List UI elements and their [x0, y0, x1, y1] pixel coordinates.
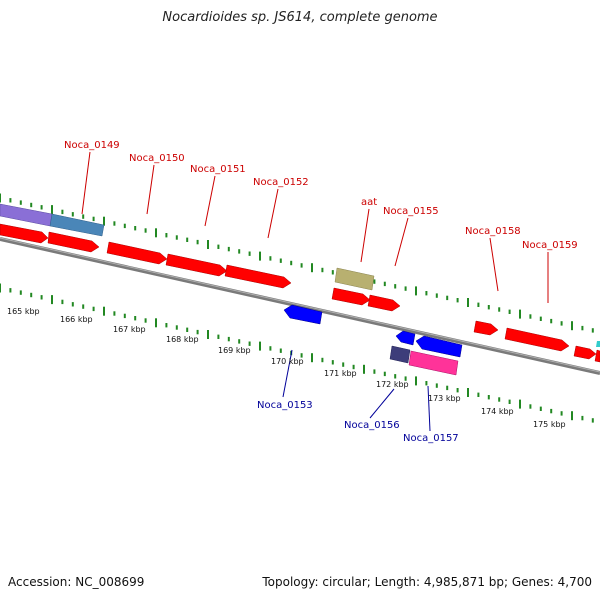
gene-feature-red[interactable] — [473, 320, 499, 336]
gene-feature-purple[interactable] — [0, 203, 53, 227]
gene-feature-olive[interactable] — [334, 267, 375, 291]
reverse-gene-label[interactable]: Noca_0156 — [344, 420, 400, 431]
kbp-label: 165 kbp — [7, 307, 40, 316]
forward-gene-label[interactable]: aat — [361, 197, 377, 208]
kbp-label: 172 kbp — [376, 380, 409, 389]
leader-line — [369, 388, 395, 419]
leader-line — [267, 188, 279, 239]
label-leaders — [81, 151, 549, 432]
genome-backbone — [0, 237, 600, 375]
forward-gene-label[interactable]: Noca_0158 — [465, 226, 521, 237]
genome-summary-label: Topology: circular; Length: 4,985,871 bp… — [262, 575, 592, 589]
leader-line — [282, 349, 293, 398]
kbp-label: 166 kbp — [60, 315, 93, 324]
forward-gene-row-top — [0, 203, 375, 291]
genome-backbone-highlight — [0, 237, 600, 373]
gene-feature-blue[interactable] — [283, 304, 323, 325]
gene-feature-red[interactable] — [47, 231, 100, 253]
gene-feature-red[interactable] — [573, 345, 597, 360]
gene-feature-red[interactable] — [224, 264, 292, 289]
gene-feature-magenta[interactable] — [408, 350, 459, 376]
gene-feature-blue[interactable] — [415, 335, 463, 358]
forward-gene-row — [0, 223, 600, 363]
kbp-labels: 165 kbp 166 kbp 167 kbp 168 kbp 169 kbp 170 k… — [7, 307, 566, 429]
reverse-gene-label[interactable]: Noca_0157 — [403, 433, 459, 444]
gene-feature-red[interactable] — [106, 241, 168, 265]
gene-feature-red[interactable] — [331, 287, 371, 306]
leader-line — [427, 385, 431, 432]
lower-tick-rail — [0, 283, 594, 423]
gene-feature-red[interactable] — [594, 349, 600, 363]
forward-gene-label[interactable]: Noca_0149 — [64, 140, 120, 151]
upper-tick-rail — [0, 193, 594, 333]
kbp-label: 170 kbp — [271, 357, 304, 366]
gene-feature-cyan[interactable] — [596, 341, 600, 347]
leader-line — [394, 217, 409, 267]
forward-gene-label[interactable]: Noca_0150 — [129, 153, 185, 164]
gene-feature-steel[interactable] — [49, 213, 105, 237]
gene-feature-red[interactable] — [504, 327, 570, 352]
kbp-label: 167 kbp — [113, 325, 146, 334]
gene-feature-red[interactable] — [165, 253, 228, 277]
leader-line — [146, 164, 155, 215]
kbp-label: 171 kbp — [324, 369, 357, 378]
reverse-gene-row — [283, 304, 463, 376]
gene-feature-blue[interactable] — [395, 330, 416, 346]
gene-feature-navy[interactable] — [389, 345, 411, 364]
map-title: Nocardioides sp. JS614, complete genome — [162, 10, 438, 25]
accession-label: Accession: NC_008699 — [8, 575, 145, 589]
kbp-label: 168 kbp — [166, 335, 199, 344]
gene-feature-red[interactable] — [0, 223, 49, 244]
gene-feature-red[interactable] — [367, 294, 401, 312]
forward-gene-label[interactable]: Noca_0155 — [383, 206, 439, 217]
kbp-label: 174 kbp — [481, 407, 514, 416]
leader-line — [360, 208, 370, 263]
kbp-label: 169 kbp — [218, 346, 251, 355]
forward-gene-label[interactable]: Noca_0159 — [522, 240, 578, 251]
leader-line — [204, 175, 216, 227]
forward-gene-label[interactable]: Noca_0152 — [253, 177, 309, 188]
leader-line — [81, 151, 91, 215]
kbp-label: 175 kbp — [533, 420, 566, 429]
reverse-gene-label[interactable]: Noca_0153 — [257, 400, 313, 411]
leader-line — [489, 237, 499, 292]
kbp-label: 173 kbp — [428, 394, 461, 403]
forward-gene-label[interactable]: Noca_0151 — [190, 164, 246, 175]
